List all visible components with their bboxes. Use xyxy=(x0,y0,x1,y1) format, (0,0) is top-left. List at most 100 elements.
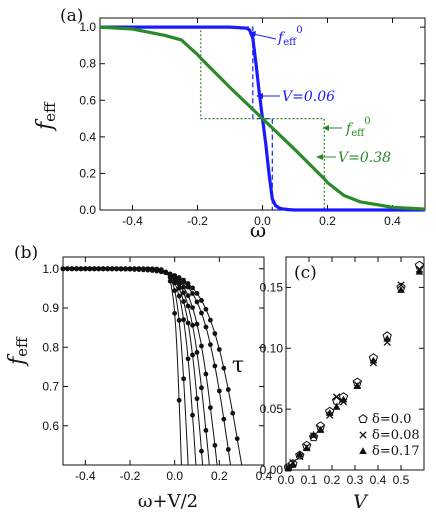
curve-point-7 xyxy=(145,267,151,273)
panel-a-xlabel: ω xyxy=(250,218,266,242)
curve-point-7 xyxy=(74,266,79,272)
curve-point-1 xyxy=(181,376,187,382)
panel-b-xtick-label: -0.4 xyxy=(75,469,96,483)
panel-c-xtick-label: 0.4 xyxy=(370,473,387,487)
annotation-blue-f: feff0 xyxy=(277,25,303,48)
panel-a-ylabel: feff xyxy=(33,101,59,132)
curve-point-7 xyxy=(118,266,124,272)
curve-point-3 xyxy=(199,448,204,454)
arrow-head xyxy=(322,125,329,131)
curve-point-7 xyxy=(141,267,146,273)
panel-c-xtick-label: 0.0 xyxy=(278,473,295,487)
annotation-blue-feff0: feff0 xyxy=(248,25,303,48)
curve-point-6 xyxy=(208,342,213,348)
panel-a-lines xyxy=(99,25,426,212)
curve-point-7 xyxy=(172,273,178,278)
curve-point-5 xyxy=(212,442,218,448)
curve-V-6 xyxy=(63,268,231,466)
curve-point-7 xyxy=(185,281,191,286)
scatter-point-pentagon xyxy=(308,432,319,442)
panel-b-xtick-label: 0.0 xyxy=(166,469,183,483)
scatter-point-triangle xyxy=(316,426,325,433)
curve-point-0 xyxy=(172,310,178,316)
panel-b-label: (b) xyxy=(14,243,38,263)
scatter-point-pentagon xyxy=(288,458,298,468)
curve-point-5 xyxy=(181,284,187,290)
series-line-1 xyxy=(99,25,426,211)
curve-point-7 xyxy=(194,291,200,296)
scatter-point-triangle xyxy=(325,408,334,416)
panel-c-xtick-label: 0.3 xyxy=(347,473,364,487)
curve-point-7 xyxy=(91,266,97,272)
panel-b-ylabel: feff xyxy=(5,336,31,367)
panel-b-xtick-label: 0.4 xyxy=(256,469,273,483)
curve-point-7 xyxy=(163,270,169,276)
annotation-green-v-text: V=0.38 xyxy=(338,150,391,166)
curve-point-7 xyxy=(65,266,70,272)
curve-point-5 xyxy=(194,321,200,327)
panel-c-ticks: 0.0 0.1 0.2 0.3 0.4 0.5 0.00 0.05 0.10 0.15 xyxy=(260,257,424,487)
curve-point-7 xyxy=(181,277,187,283)
curve-point-7 xyxy=(60,266,66,272)
panel-a-ytick-label: 0.6 xyxy=(79,93,96,107)
curve-point-5 xyxy=(190,305,195,311)
scatter-point-triangle xyxy=(332,402,341,410)
panel-b-xlabel: ω+V/2 xyxy=(138,491,198,512)
curve-point-7 xyxy=(78,266,84,272)
scatter-point-cross-stroke xyxy=(397,281,405,289)
curve-point-5 xyxy=(203,371,209,377)
curve-point-7 xyxy=(176,275,182,280)
annotation-blue-v-text: V=0.06 xyxy=(282,89,335,105)
curve-point-2 xyxy=(185,356,191,362)
panel-c-xtick-label: 0.5 xyxy=(393,473,410,487)
curve-point-2 xyxy=(190,412,195,418)
legend-label-0: δ=0.0 xyxy=(372,412,411,427)
panel-c: (c) 0.0 0.1 0.2 0.3 0.4 0.5 0.00 0.05 0.10 0.15 V… xyxy=(232,256,425,513)
panel-b-ytick-label: 0.9 xyxy=(42,301,59,315)
panel-b-lines xyxy=(60,266,243,466)
panel-c-legend: δ=0.0δ=0.08δ=0.17 xyxy=(358,412,420,459)
panel-b: (b) -0.4 -0.2 0.0 0.2 0.4 0.6 0.7 0.8 0.9 1.0 ω+V… xyxy=(5,243,273,512)
curve-point-7 xyxy=(167,271,173,277)
curve-point-7 xyxy=(123,266,128,272)
panel-a-ytick-label: 0.8 xyxy=(79,57,96,71)
annotation-green-f-sup: 0 xyxy=(364,116,370,127)
panel-b-xtick-label: -0.2 xyxy=(120,469,141,483)
curve-point-1 xyxy=(172,288,178,294)
curve-point-7 xyxy=(109,266,115,272)
curve-point-6 xyxy=(194,299,200,305)
scatter-point-cross xyxy=(332,393,341,401)
curve-point-4 xyxy=(203,428,209,433)
curve-point-7 xyxy=(154,268,160,274)
scatter-point-cross-stroke xyxy=(332,393,341,401)
curve-point-5 xyxy=(208,405,213,411)
panel-c-label: (c) xyxy=(294,263,317,283)
panel-a-xtick-label: -0.2 xyxy=(187,214,208,228)
panel-a-xtick-label: 0.0 xyxy=(254,214,271,228)
panel-a-xtick-label: -0.4 xyxy=(122,214,143,228)
curve-point-5 xyxy=(185,293,191,299)
annotation-blue-v: V=0.06 xyxy=(256,89,335,105)
scatter-point-cross xyxy=(397,281,405,289)
curve-point-7 xyxy=(158,269,164,275)
panel-b-ytick-label: 0.6 xyxy=(42,419,59,433)
scatter-point-triangle xyxy=(383,334,391,342)
series-line-0 xyxy=(100,25,425,212)
legend-label-2: δ=0.17 xyxy=(372,444,420,459)
arrow-head xyxy=(316,154,323,160)
curve-point-6 xyxy=(216,388,222,394)
curve-point-7 xyxy=(127,266,133,272)
curve-point-2 xyxy=(176,293,182,299)
panel-b-frame xyxy=(62,256,265,466)
curve-V-0 xyxy=(63,268,182,466)
curve-point-4 xyxy=(194,350,200,355)
legend-marker-cross-stroke xyxy=(359,431,367,439)
curve-point-7 xyxy=(149,268,155,273)
panel-c-ylabel: τ xyxy=(232,353,244,378)
curve-point-3 xyxy=(181,299,187,304)
panel-a-label: (a) xyxy=(60,6,83,26)
scatter-point-triangle xyxy=(415,267,424,275)
curve-point-7 xyxy=(96,266,102,272)
annotation-blue-f-sub: eff xyxy=(283,37,297,48)
curve-point-5 xyxy=(199,343,204,349)
